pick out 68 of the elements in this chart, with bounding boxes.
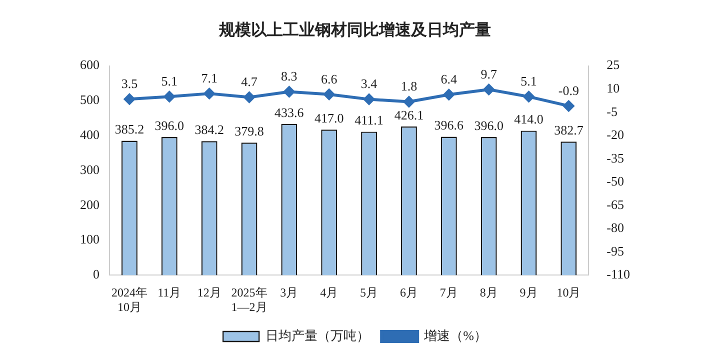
data-label: 433.6 [274, 104, 304, 120]
x-tick-label: 4月 [320, 286, 338, 300]
point [284, 86, 295, 98]
y-tick-label: 0 [93, 266, 100, 282]
x-tick-label: 6月 [400, 286, 418, 300]
data-label: 384.2 [194, 122, 224, 138]
data-label: 5.1 [161, 74, 178, 89]
legend-label: 增速（%） [423, 328, 487, 343]
legend-label: 日均产量（万吨） [266, 328, 370, 343]
y-tick-label: 300 [80, 162, 100, 177]
data-label: 396.6 [434, 118, 464, 133]
x-tick-label: 9月 [520, 286, 538, 300]
x-tick-label: 2024年 10月 [111, 286, 148, 314]
point [523, 91, 534, 102]
x-tick-label: 11月 [158, 286, 182, 300]
y2-tick-label: -95 [606, 243, 624, 258]
data-label: 3.4 [360, 76, 378, 92]
x-tick-label: 7月 [440, 286, 458, 300]
data-label: 396.0 [154, 118, 184, 133]
data-label: 414.0 [514, 112, 544, 127]
x-tick-label: 12月 [197, 286, 222, 300]
data-label: 7.1 [201, 70, 218, 86]
data-label: 3.5 [121, 76, 138, 92]
data-label: 396.0 [474, 118, 504, 133]
chart-title: 规模以上工业钢材同比增速及日均产量 [218, 20, 492, 41]
data-label: 6.6 [320, 71, 338, 86]
data-label: 411.1 [354, 112, 384, 128]
x-tick-label: 5月 [360, 286, 378, 300]
y-tick-label: 400 [80, 127, 100, 142]
y2-tick-label: -35 [606, 150, 624, 166]
y-tick-label: 600 [80, 57, 100, 72]
point [483, 84, 494, 96]
y2-tick-label: -65 [606, 196, 624, 212]
data-label: 426.1 [394, 107, 424, 122]
y-tick-label: 500 [80, 92, 100, 108]
y-tick-label: 200 [80, 196, 100, 212]
point [324, 88, 335, 100]
x-tick-label: 2025年 1—2月 [231, 286, 268, 314]
y-tick-label: 100 [80, 232, 100, 247]
point [204, 88, 215, 100]
data-label: 9.7 [480, 66, 498, 82]
y2-tick-label: 25 [606, 57, 620, 72]
data-label: 382.7 [554, 122, 584, 138]
x-tick-label: 3月 [280, 286, 298, 300]
data-label: 417.0 [314, 110, 344, 126]
y2-tick-label: -80 [606, 220, 624, 236]
y2-tick-label: -50 [606, 174, 624, 189]
data-label: 6.4 [440, 72, 458, 87]
y2-tick-label: -110 [606, 266, 630, 282]
x-tick-label: 8月 [480, 286, 498, 300]
point [443, 89, 454, 100]
point [403, 96, 414, 108]
x-tick-label: 10月 [556, 286, 581, 300]
data-label: 8.3 [281, 68, 298, 84]
data-label: 4.7 [241, 74, 258, 90]
data-label: 1.8 [400, 78, 418, 94]
point [364, 94, 375, 105]
data-label: -0.9 [558, 82, 579, 98]
y2-tick-label: -5 [606, 104, 618, 119]
y2-tick-label: 10 [606, 80, 620, 96]
point [164, 91, 175, 102]
data-label: 5.1 [520, 74, 537, 89]
point [244, 92, 255, 103]
point [563, 100, 574, 112]
data-label: 385.2 [114, 122, 144, 137]
data-label: 379.8 [234, 124, 264, 139]
y2-tick-label: -20 [606, 127, 624, 142]
point [124, 94, 135, 105]
